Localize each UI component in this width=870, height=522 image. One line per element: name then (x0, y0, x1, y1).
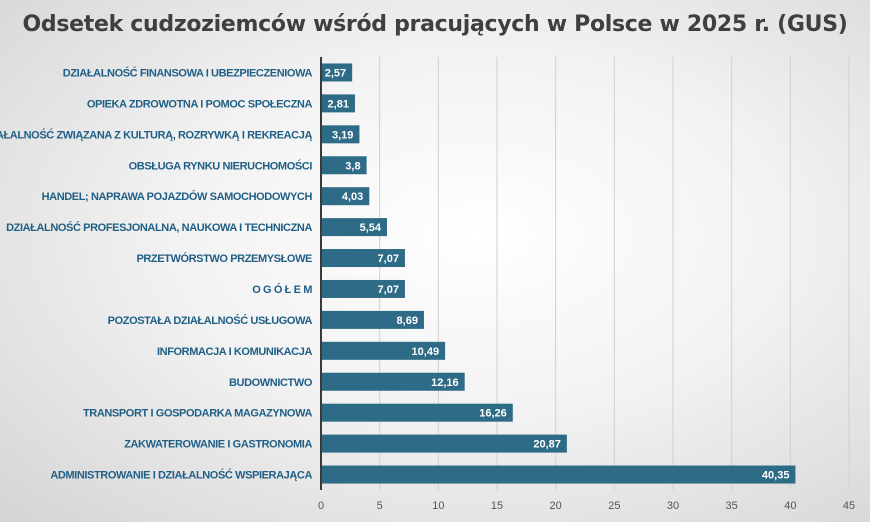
bar (322, 434, 567, 453)
category-label: TRANSPORT I GOSPODARKA MAGAZYNOWA (83, 408, 312, 420)
data-label: 40,35 (762, 470, 790, 482)
x-tick-label: 10 (432, 500, 444, 512)
category-label: O G Ó Ł E M (252, 283, 312, 296)
bar (322, 156, 367, 175)
category-label: OBSŁUGA RYNKU NIERUCHOMOŚCI (129, 159, 313, 172)
category-label: ADMINISTROWANIE I DZIAŁALNOŚĆ WSPIERAJĄC… (50, 469, 312, 482)
category-label: HANDEL; NAPRAWA POJAZDÓW SAMOCHODOWYCH (42, 190, 313, 203)
bar (322, 125, 360, 144)
data-label: 3,19 (332, 129, 353, 141)
x-tick-label: 40 (784, 500, 796, 512)
x-tick-label: 20 (550, 500, 562, 512)
data-label: 5,54 (360, 222, 382, 234)
data-label: 8,69 (397, 315, 418, 327)
data-label: 20,87 (533, 439, 561, 451)
category-label: PRZETWÓRSTWO PRZEMYSŁOWE (136, 252, 312, 265)
bar (322, 218, 388, 237)
x-tick-label: 0 (318, 500, 324, 512)
data-label: 4,03 (342, 191, 363, 203)
data-label: 2,57 (325, 67, 346, 79)
x-tick-label: 30 (667, 500, 679, 512)
x-tick-label: 45 (843, 500, 855, 512)
bar (322, 94, 355, 113)
category-label: OPIEKA ZDROWOTNA I POMOC SPOŁECZNA (87, 98, 313, 110)
category-label: ZAKWATEROWANIE I GASTRONOMIA (124, 439, 312, 451)
x-tick-label: 25 (608, 500, 620, 512)
data-label: 10,49 (412, 346, 440, 358)
bar (322, 63, 353, 82)
category-label: DZIAŁALNOŚĆ PROFESJONALNA, NAUKOWA I TEC… (6, 221, 312, 234)
bar (322, 403, 513, 422)
data-label: 12,16 (431, 377, 459, 389)
category-label: INFORMACJA I KOMUNIKACJA (157, 346, 312, 358)
data-label: 7,07 (378, 253, 399, 265)
category-label: POZOSTAŁA DZIAŁALNOŚĆ USŁUGOWA (108, 314, 313, 327)
bar (322, 341, 446, 360)
x-tick-label: 5 (377, 500, 383, 512)
x-tick-label: 35 (726, 500, 738, 512)
bar (322, 187, 370, 206)
x-tick-label: 15 (491, 500, 503, 512)
bar (322, 310, 424, 329)
category-label: DZIAŁALNOŚĆ FINANSOWA I UBEZPIECZENIOWA (63, 66, 313, 79)
bar (322, 279, 405, 298)
category-label: DZIAŁALNOŚĆ ZWIĄZANA Z KULTURĄ, ROZRYWKĄ… (0, 128, 312, 141)
category-label: BUDOWNICTWO (229, 377, 313, 389)
chart-title: Odsetek cudzoziemców wśród pracujących w… (22, 12, 848, 37)
data-label: 16,26 (479, 408, 507, 420)
bar (322, 372, 465, 391)
bar (322, 465, 796, 484)
data-label: 2,81 (328, 98, 349, 110)
data-label: 3,8 (345, 160, 360, 172)
data-label: 7,07 (378, 284, 399, 296)
bar (322, 249, 405, 268)
